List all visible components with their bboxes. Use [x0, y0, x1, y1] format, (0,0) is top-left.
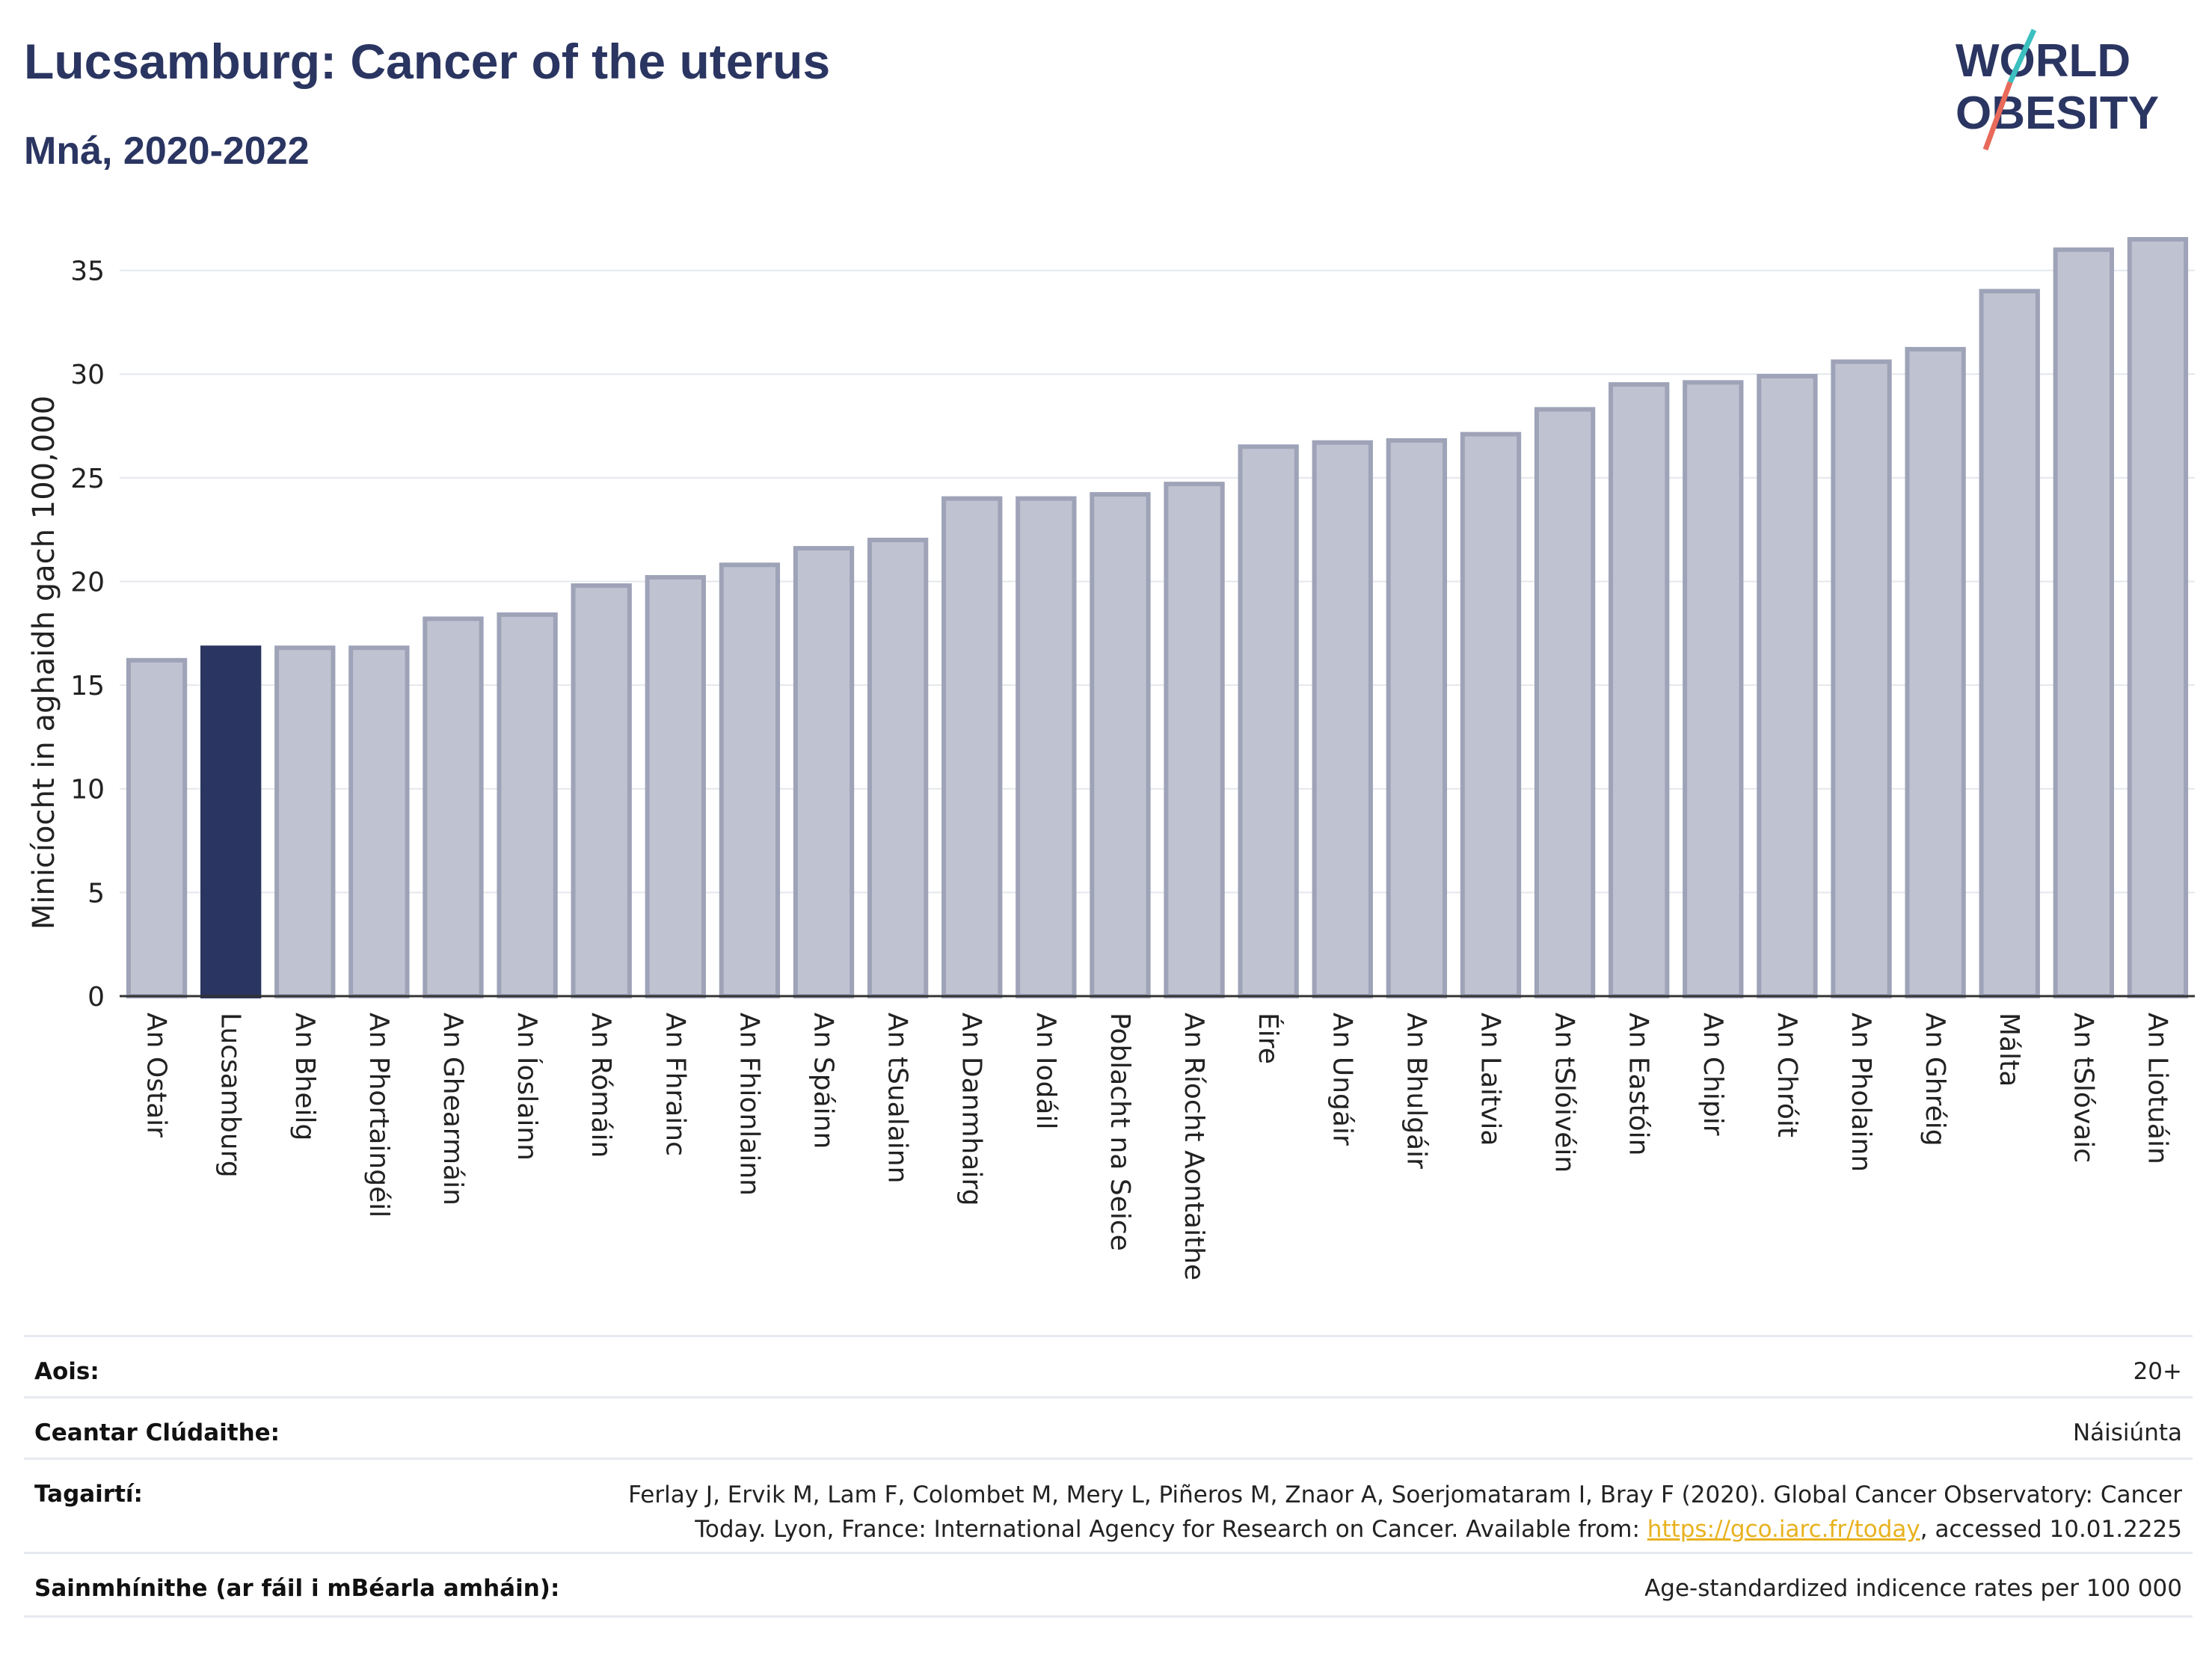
chart-subtitle: Mná, 2020-2022: [24, 129, 310, 173]
x-tick-label: An Chipir: [1698, 1013, 1728, 1136]
x-tick-label: An Phortaingéil: [363, 1013, 394, 1218]
bar: [1238, 444, 1299, 998]
x-tick-label: An Bhulgáir: [1401, 1013, 1431, 1169]
bar: [348, 645, 410, 999]
x-axis-labels: An Ostair Lucsamburg An Bheilg An Phortaing…: [141, 1013, 2173, 1280]
info-row-coverage: Ceantar Clúdaithe: Náisiúnta: [24, 1396, 2193, 1460]
y-tick-label: 35: [70, 257, 105, 287]
info-value-coverage: Náisiúnta: [2072, 1419, 2182, 1446]
x-tick-label: An Ghréig: [1920, 1013, 1950, 1146]
info-key-coverage: Ceantar Clúdaithe:: [34, 1419, 280, 1446]
info-row-references: Tagairtí: Ferlay J, Ervik M, Lam F, Colo…: [24, 1458, 2193, 1554]
y-tick-label: 15: [70, 671, 105, 701]
info-value-references: Ferlay J, Ervik M, Lam F, Colombet M, Me…: [628, 1478, 2182, 1547]
bar: [126, 657, 188, 999]
x-tick-label: An Danmhairg: [956, 1013, 987, 1206]
bar: [1905, 346, 1966, 998]
bar: [1831, 359, 1892, 998]
x-tick-label: An Ungáir: [1327, 1013, 1357, 1146]
bar: [2127, 237, 2189, 998]
y-tick-label: 10: [70, 775, 105, 805]
bar: [1090, 492, 1151, 998]
x-tick-label: Málta: [1994, 1013, 2024, 1087]
reference-line-1: Ferlay J, Ervik M, Lam F, Colombet M, Me…: [628, 1481, 2182, 1508]
logo-slash-red: [1982, 81, 2013, 151]
x-tick-label: An Ghearmáin: [437, 1013, 468, 1206]
bar: [1609, 382, 1670, 998]
y-tick-label: 0: [87, 982, 105, 1013]
bar: [1757, 373, 1818, 999]
chart-title: Lucsamburg: Cancer of the uterus: [24, 34, 831, 89]
bar: [274, 645, 336, 999]
info-row-age: Aois: 20+: [24, 1335, 2193, 1398]
x-tick-label: An Fhionlainn: [734, 1013, 764, 1196]
x-tick-label: An Bheilg: [289, 1013, 320, 1140]
x-tick-label: An tSlóvaic: [2068, 1013, 2098, 1163]
reference-line-2: Today. Lyon, France: International Agenc…: [628, 1512, 2182, 1547]
y-axis-ticks: 0 5 10 15 20 25 30 35: [70, 257, 105, 1013]
bar: [1164, 482, 1225, 998]
bar: [645, 574, 706, 998]
info-key-definitions: Sainmhínithe (ar fáil i mBéarla amháin):: [34, 1575, 560, 1602]
bar-chart: 0 5 10 15 20 25 30 35 An Ostair Lucsamburg An Bhe…: [27, 237, 2195, 1280]
y-tick-label: 20: [70, 567, 105, 598]
bar: [1979, 289, 2040, 998]
logo-text-world: WORLD: [1956, 35, 2130, 87]
info-row-definitions: Sainmhínithe (ar fáil i mBéarla amháin):…: [24, 1552, 2193, 1618]
x-tick-label: Éire: [1253, 1013, 1284, 1064]
bar: [1312, 440, 1373, 998]
bar: [571, 583, 632, 998]
logo-text-obesity: OBESITY: [1956, 87, 2159, 139]
x-tick-label: An Iodáil: [1030, 1013, 1061, 1129]
x-tick-label: An Laitvia: [1475, 1013, 1505, 1146]
info-key-age: Aois:: [34, 1358, 99, 1385]
bar: [497, 612, 558, 999]
bar: [423, 616, 484, 998]
x-tick-label: An Fhrainc: [660, 1013, 690, 1156]
x-tick-label: An Spáinn: [808, 1013, 839, 1149]
reference-link[interactable]: https://gco.iarc.fr/today: [1647, 1516, 1920, 1543]
reference-text-post: , accessed 10.01.2225: [1920, 1516, 2182, 1543]
world-obesity-logo: WORLD OBESITY: [1956, 28, 2159, 151]
bar: [867, 538, 929, 998]
bar: [941, 496, 1003, 998]
x-tick-label: An Rómáin: [586, 1013, 616, 1158]
x-tick-label: An Ríocht Aontaithe: [1179, 1013, 1209, 1280]
x-tick-label: An tSlóivéin: [1549, 1013, 1580, 1173]
bar: [1460, 432, 1522, 998]
info-value-age: 20+: [2133, 1358, 2182, 1385]
x-tick-label: Lucsamburg: [215, 1013, 246, 1178]
bar: [1534, 407, 1596, 998]
y-axis-label: Minicíocht in aghaidh gach 100,000: [27, 396, 61, 930]
y-tick-label: 25: [70, 464, 105, 494]
info-key-references: Tagairtí:: [34, 1481, 143, 1508]
x-tick-label: An Pholainn: [1846, 1013, 1876, 1172]
reference-text-pre: Today. Lyon, France: International Agenc…: [695, 1516, 1647, 1543]
info-value-definitions: Age-standardized indicence rates per 100…: [1644, 1575, 2182, 1602]
x-tick-label: An Íoslainn: [511, 1013, 543, 1161]
bar: [1683, 380, 1744, 999]
y-tick-label: 30: [70, 360, 105, 390]
x-tick-label: An tSualainn: [882, 1013, 913, 1183]
bar: [719, 562, 781, 998]
bar: [793, 546, 855, 998]
bar: [1386, 437, 1448, 998]
x-tick-label: An Liotuáin: [2142, 1013, 2172, 1164]
bar: [2053, 247, 2114, 998]
bars: [126, 237, 2189, 999]
y-tick-label: 5: [87, 878, 105, 909]
x-tick-label: Poblacht na Seice: [1105, 1013, 1135, 1251]
bar: [200, 645, 262, 999]
x-tick-label: An Chróit: [1772, 1013, 1802, 1137]
logo-slash-teal: [2007, 28, 2037, 84]
bar: [1016, 496, 1077, 998]
x-tick-label: An Eastóin: [1623, 1013, 1654, 1155]
x-tick-label: An Ostair: [141, 1013, 172, 1137]
